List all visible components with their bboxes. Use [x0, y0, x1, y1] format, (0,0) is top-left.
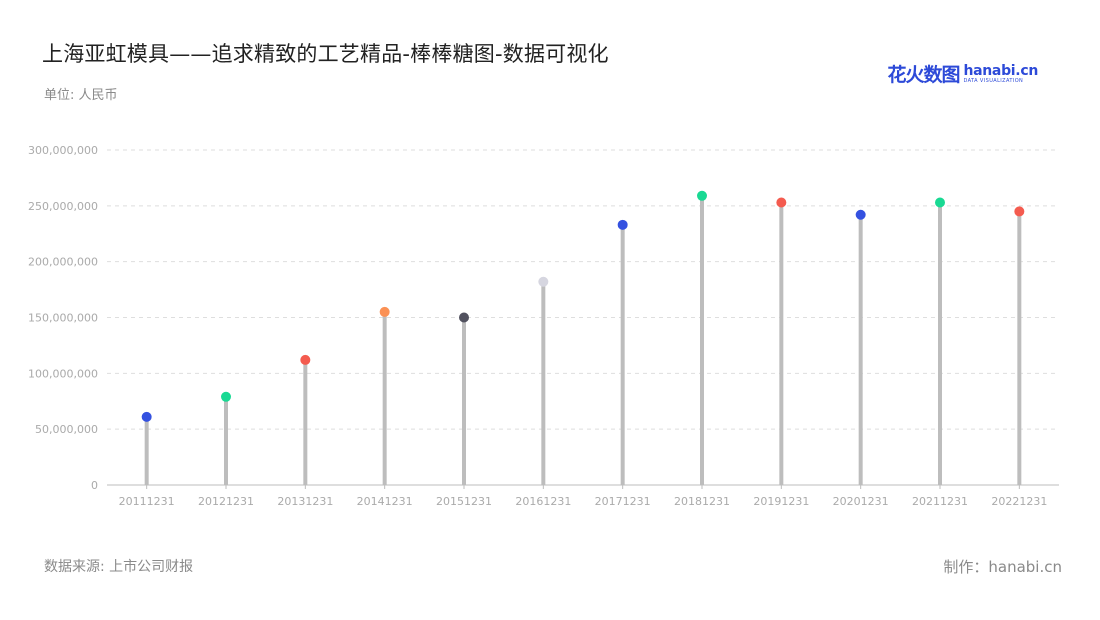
y-tick-label: 100,000,000 — [28, 367, 98, 380]
y-axis-ticks: 0 50,000,000 100,000,000 150,000,000 200,000… — [28, 144, 98, 492]
dot-20201231 — [855, 209, 866, 220]
credit-label: 制作：hanabi.cn — [943, 558, 1062, 576]
dot-20121231 — [221, 391, 231, 402]
y-tick-label: 50,000,000 — [35, 423, 98, 436]
x-tick-label: 20201231 — [833, 495, 889, 508]
x-tick-label: 20171231 — [595, 495, 651, 508]
x-tick-label: 20131231 — [277, 495, 333, 508]
x-tick-label: 20221231 — [991, 495, 1047, 508]
grid-lines — [107, 149, 1059, 430]
logo-cn-text: 花火数图 — [887, 64, 960, 86]
dot-20151231 — [459, 312, 469, 323]
dot-20211231 — [935, 197, 945, 208]
x-tick-label: 20211231 — [912, 495, 968, 508]
x-tick-label: 20121231 — [198, 495, 254, 508]
y-tick-label: 0 — [91, 479, 98, 492]
x-axis-ticks: 20111231 20121231 20131231 20141231 20151231… — [119, 485, 1047, 508]
brand-logo: 花火数图 hanabi.cn DATA VISUALIZATION — [887, 60, 1038, 87]
logo-en-block: hanabi.cn DATA VISUALIZATION — [963, 64, 1038, 84]
y-tick-label: 250,000,000 — [28, 200, 98, 213]
x-tick-label: 20161231 — [515, 495, 571, 508]
dots — [141, 190, 1025, 422]
chart-title: 上海亚虹模具——追求精致的工艺精品-棒棒糖图-数据可视化 — [42, 42, 609, 66]
dot-20131231 — [300, 354, 311, 365]
logo-sub-text: DATA VISUALIZATION — [963, 77, 1024, 84]
y-tick-label: 150,000,000 — [28, 312, 98, 325]
unit-label: 单位: 人民币 — [44, 88, 118, 103]
data-source: 数据来源: 上市公司财报 — [44, 559, 194, 575]
dot-20221231 — [1014, 206, 1025, 217]
x-tick-label: 20141231 — [357, 495, 413, 508]
dot-20161231 — [538, 276, 549, 287]
dot-20191231 — [776, 197, 787, 208]
dot-20111231 — [141, 411, 152, 422]
x-tick-label: 20151231 — [436, 495, 492, 508]
dot-20181231 — [697, 190, 707, 201]
x-tick-label: 20191231 — [753, 495, 809, 508]
dot-20171231 — [617, 219, 628, 230]
y-tick-label: 200,000,000 — [28, 256, 98, 269]
dot-20141231 — [379, 306, 390, 317]
x-tick-label: 20181231 — [674, 495, 730, 508]
y-tick-label: 300,000,000 — [28, 144, 98, 157]
stems — [144, 195, 1022, 485]
x-tick-label: 20111231 — [119, 495, 175, 508]
logo-en-text: hanabi.cn — [963, 62, 1038, 79]
